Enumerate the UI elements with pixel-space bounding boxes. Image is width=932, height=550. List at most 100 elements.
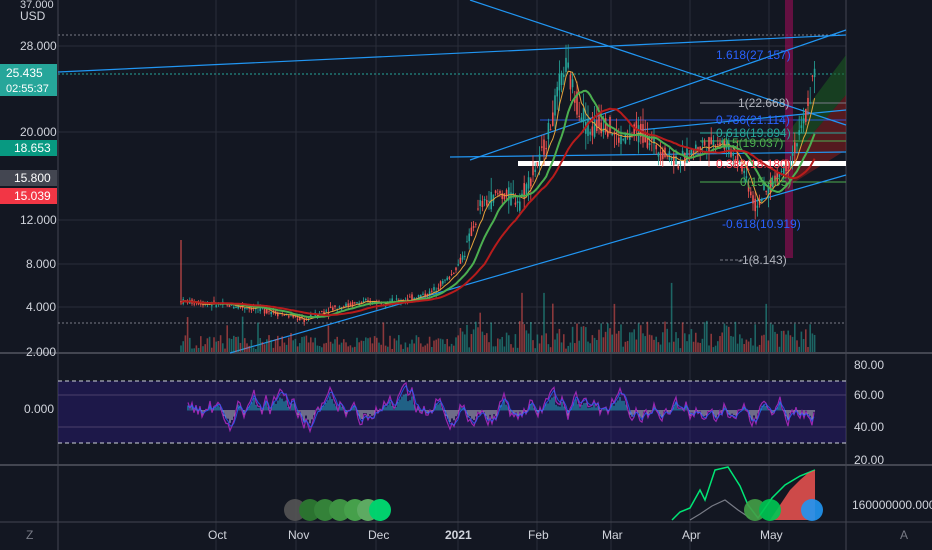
volume-bar (699, 342, 701, 352)
volume-bar (576, 323, 578, 352)
price-badge-red[interactable]: 15.039 (0, 188, 57, 204)
osc-histogram-bar (501, 404, 503, 411)
volume-bar (620, 324, 622, 352)
volume-bar (347, 346, 349, 352)
volume-bar (710, 333, 712, 352)
volume-bar (563, 334, 565, 352)
zoom-toggle-button[interactable]: Z (26, 528, 33, 542)
osc-histogram-bar (557, 406, 559, 411)
candle-body (648, 143, 651, 145)
osc-histogram-bar (531, 404, 533, 411)
osc-histogram-bar (291, 403, 293, 411)
osc-histogram-bar (515, 410, 517, 413)
volume-bar (802, 339, 805, 352)
volume-bar (420, 343, 422, 352)
osc-histogram-bar (467, 410, 469, 418)
candle-body (809, 102, 811, 104)
volume-bar (490, 322, 492, 352)
volume-bar (468, 347, 470, 352)
trendlines[interactable] (57, 0, 847, 354)
candle-body (772, 181, 774, 188)
volume-bar (371, 343, 374, 352)
osc-histogram-bar (631, 410, 633, 417)
candle-body (266, 308, 268, 314)
volume-bar (182, 341, 184, 352)
candle-body (277, 312, 279, 317)
candle-body (571, 79, 574, 88)
volume-bar (582, 326, 585, 352)
osc-histogram-bar (555, 404, 557, 411)
fib-0618: 0.618(19.894) (716, 126, 791, 140)
osc-histogram-bar (669, 410, 671, 413)
candle-body (783, 166, 785, 174)
last-price: 25.435 (6, 66, 43, 80)
volume-bar (697, 342, 699, 352)
osc-histogram-bar (455, 410, 457, 417)
osc-histogram-bar (457, 410, 459, 415)
price-badge-last[interactable]: 25.435 02:55:37 (0, 64, 57, 96)
volume-bar (323, 343, 325, 352)
volume-bar (318, 346, 321, 352)
volume-bar (596, 339, 598, 352)
volume-bar (457, 335, 459, 352)
oscillator-lines (187, 381, 815, 434)
volume-bar (413, 343, 415, 352)
volume-bar (743, 344, 745, 352)
osc-histogram-bar (779, 401, 781, 411)
volume-bar (387, 346, 389, 352)
volume-bar (488, 342, 490, 352)
candle-body (732, 152, 734, 156)
osc-histogram-bar (477, 410, 479, 412)
candle-body (745, 176, 748, 178)
candle-body (635, 121, 638, 131)
candle-body (609, 116, 611, 133)
rsi-line (187, 381, 815, 434)
osc-histogram-bar (717, 410, 719, 415)
volume-bar (717, 341, 719, 352)
price-badge-grey[interactable]: 15.800 (0, 170, 57, 186)
price-badge-ma[interactable]: 18.653 (0, 140, 57, 156)
volume-bar (472, 329, 475, 352)
candle-body (431, 290, 433, 292)
volume-bar (765, 303, 767, 352)
osc-histogram-bar (195, 407, 197, 411)
osc-histogram-bar (503, 400, 505, 411)
osc-histogram-bar (619, 397, 621, 411)
candle-body (367, 300, 369, 302)
volume-bar (607, 323, 609, 352)
candle-body (576, 91, 578, 115)
osc-histogram-bar (659, 410, 661, 416)
candle-body (395, 298, 398, 300)
osc-histogram-bar (263, 406, 265, 411)
support-line[interactable] (518, 161, 846, 166)
candle-body (578, 115, 580, 117)
osc-tick-80: 80.00 (854, 358, 884, 372)
candle-body (549, 129, 552, 131)
osc-histogram-bar (755, 410, 757, 419)
volume-bar (734, 321, 737, 352)
osc-histogram-bar (285, 400, 287, 411)
osc-histogram-bar (723, 406, 725, 411)
candle-body (508, 187, 510, 201)
volume-bar (450, 343, 453, 352)
candle-body (464, 255, 466, 257)
osc-histogram-bar (191, 405, 193, 411)
osc-histogram-bar (533, 407, 535, 411)
volume-bar (591, 335, 594, 352)
auto-scale-button[interactable]: A (900, 528, 908, 542)
volume-tick: 160000000.000 (852, 498, 932, 512)
volume-bar (446, 338, 448, 352)
volume-bar (662, 332, 664, 352)
volume-bar (807, 346, 809, 352)
volume-bar (327, 325, 330, 352)
volume-bar (536, 334, 539, 352)
osc-histogram-bar (435, 403, 437, 411)
candle-body (613, 133, 616, 135)
candle-body (492, 194, 495, 203)
candle-body (288, 316, 290, 318)
fib-0: 0(15.405) (740, 175, 791, 189)
volume-bar (459, 327, 462, 352)
candle-body (600, 122, 602, 134)
volume-bar (780, 330, 783, 352)
